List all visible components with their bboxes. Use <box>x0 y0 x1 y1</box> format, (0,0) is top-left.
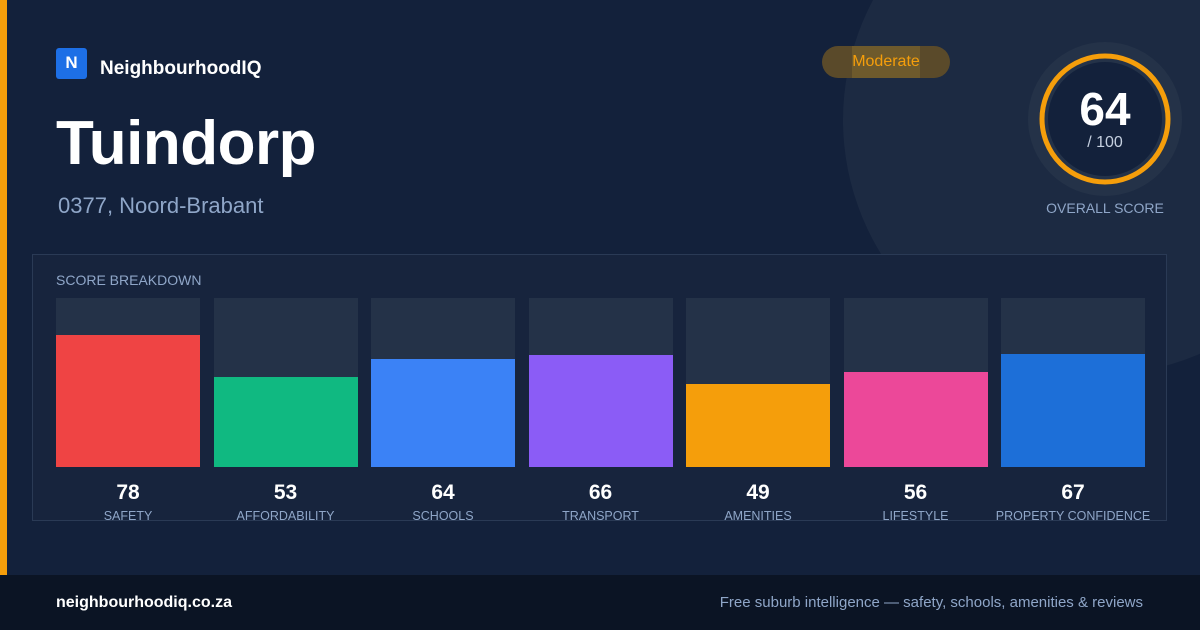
bar-label: SCHOOLS <box>412 509 474 523</box>
bar-label: TRANSPORT <box>562 509 639 523</box>
score-ring-arc <box>1039 53 1171 185</box>
accent-bar <box>0 0 7 575</box>
overall-score-max: / 100 <box>1087 134 1123 151</box>
bar-track <box>213 298 358 467</box>
suburb-location: 0377, Noord-Brabant <box>58 193 264 218</box>
hero-section: N NeighbourhoodIQ Tuindorp 0377, Noord-B… <box>0 0 1182 575</box>
footer-url[interactable]: neighbourhoodiq.co.za <box>56 594 232 611</box>
bar-fill <box>686 384 830 467</box>
breakdown-item-safety: 78 SAFETY <box>56 298 200 523</box>
breakdown-item-schools: 64 SCHOOLS <box>371 298 515 523</box>
bar-track <box>56 298 200 467</box>
bar-label: AMENITIES <box>724 509 792 523</box>
score-breakdown-panel: SCORE BREAKDOWN 78 SAFETY 53 AFFORDABILITY 6… <box>32 254 1167 523</box>
bar-value: 78 <box>116 481 140 504</box>
bar-track <box>686 298 830 467</box>
overall-score-label: OVERALL SCORE <box>1046 200 1164 216</box>
overall-score-value: 64 <box>1079 83 1131 135</box>
bar-value: 66 <box>588 481 613 504</box>
brand-logo-icon: N <box>56 47 87 79</box>
score-ring-graphic <box>1028 42 1182 196</box>
rating-badge-label: Moderate <box>852 53 920 70</box>
footer: neighbourhoodiq.co.za Free suburb intell… <box>0 575 1200 630</box>
rating-badge: Moderate <box>822 46 950 78</box>
bar-fill <box>56 335 200 467</box>
bar-fill <box>213 377 358 467</box>
breakdown-title: SCORE BREAKDOWN <box>56 272 202 288</box>
bar-fill <box>371 358 515 467</box>
bar-fill <box>843 372 988 467</box>
bar-label: PROPERTY CONFIDENCE <box>995 509 1151 523</box>
brand[interactable]: N NeighbourhoodIQ <box>56 46 261 80</box>
bar-value: 67 <box>1061 481 1085 504</box>
breakdown-item-amenities: 49 AMENITIES <box>686 298 830 523</box>
breakdown-item-affordability: 53 AFFORDABILITY <box>213 298 358 523</box>
bar-value: 49 <box>746 481 770 504</box>
brand-name: NeighbourhoodIQ <box>100 58 262 79</box>
bar-value: 53 <box>273 481 298 504</box>
breakdown-item-lifestyle: 56 LIFESTYLE <box>843 298 988 523</box>
bar-value: 56 <box>903 481 928 504</box>
breakdown-item-transport: 66 TRANSPORT <box>528 298 673 523</box>
bar-value: 64 <box>431 481 455 504</box>
bar-label: LIFESTYLE <box>882 509 949 523</box>
bar-track <box>1001 298 1145 467</box>
overall-score-ring: 64 / 100 <box>1028 42 1182 196</box>
breakdown-item-property-confidence: 67 PROPERTY CONFIDENCE <box>996 298 1150 523</box>
bar-fill <box>1001 353 1145 467</box>
footer-tagline: Free suburb intelligence — safety, schoo… <box>719 594 1143 611</box>
bar-fill <box>528 355 673 467</box>
bar-track <box>843 298 988 467</box>
bar-track <box>371 298 515 467</box>
suburb-title: Tuindorp <box>56 109 316 178</box>
bar-label: AFFORDABILITY <box>236 509 335 523</box>
bar-label: SAFETY <box>103 509 153 523</box>
bar-track <box>528 298 673 467</box>
